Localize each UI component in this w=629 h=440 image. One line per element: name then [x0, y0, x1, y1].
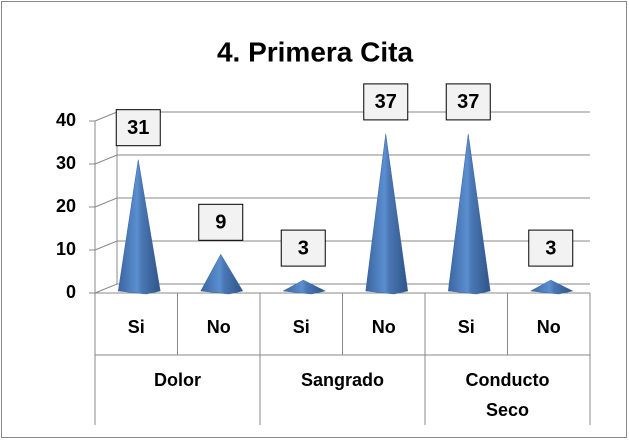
data-label: 9: [215, 212, 226, 234]
pyramid: [365, 133, 409, 295]
pyramid: [200, 253, 244, 295]
data-label-box: [280, 229, 326, 267]
y-tick-label: 10: [56, 239, 76, 259]
y-tick-label: 20: [56, 196, 76, 216]
data-label: 37: [457, 91, 479, 113]
grid-line: [94, 283, 590, 294]
group-label: Sangrado: [300, 370, 384, 390]
y-tick-label: 0: [66, 282, 76, 302]
pyramid: [282, 279, 327, 295]
pyramid: [117, 159, 161, 295]
x-tick-label: No: [372, 317, 396, 337]
y-tick-label: 40: [56, 110, 76, 130]
group-label: Dolor: [154, 370, 201, 390]
data-label-box: [115, 109, 161, 147]
x-tick-label: Si: [458, 317, 475, 337]
x-tick-label: Si: [293, 317, 310, 337]
data-label-box: [363, 83, 409, 121]
x-tick-label: No: [207, 317, 231, 337]
grid-line: [94, 197, 590, 208]
data-label-box: [198, 203, 244, 241]
data-label-box: [445, 83, 491, 121]
data-label: 3: [545, 237, 556, 259]
x-tick-label: Si: [128, 317, 145, 337]
data-label: 31: [127, 117, 149, 139]
data-label: 3: [298, 237, 309, 259]
data-label-box: [528, 229, 574, 267]
x-tick-label: No: [537, 317, 561, 337]
grid-line: [94, 154, 590, 165]
pyramid: [529, 279, 574, 295]
chart-title: 4. Primera Cita: [217, 36, 414, 67]
grid-line: [94, 240, 590, 251]
group-label: Conducto Seco: [465, 370, 550, 420]
y-tick-label: 30: [56, 153, 76, 173]
data-label: 37: [375, 91, 397, 113]
pyramid: [447, 133, 491, 295]
